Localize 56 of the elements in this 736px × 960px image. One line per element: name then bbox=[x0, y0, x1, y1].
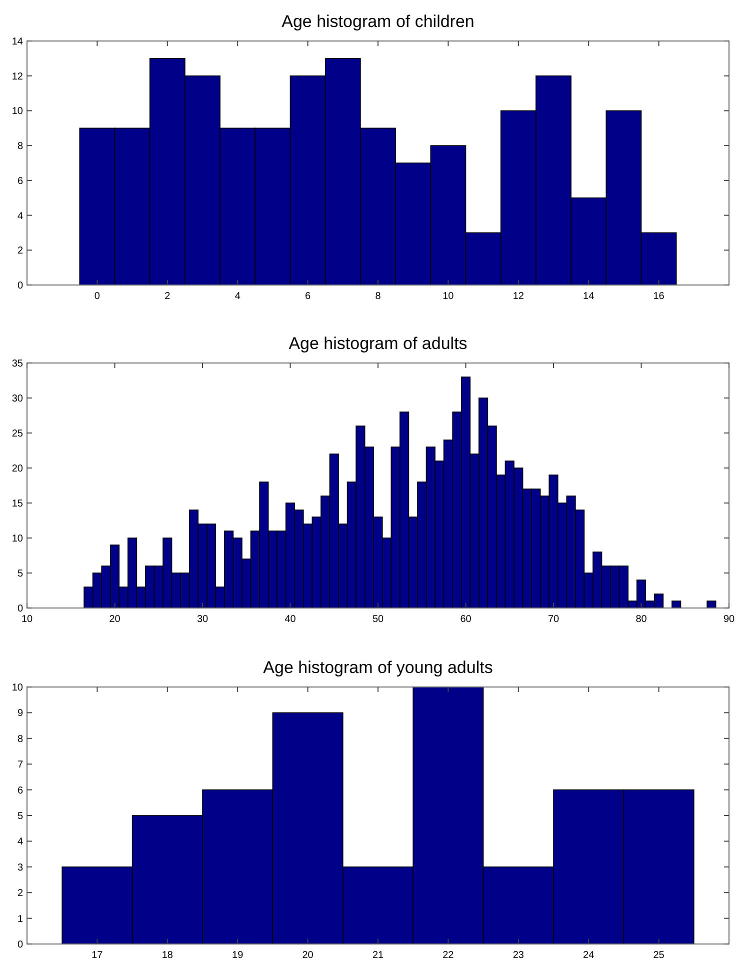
x-tick-label: 20 bbox=[302, 950, 314, 960]
x-tick-label: 50 bbox=[372, 614, 384, 625]
chart-title: Age histogram of children bbox=[282, 12, 474, 31]
x-tick-label: 70 bbox=[548, 614, 560, 625]
x-tick-label: 21 bbox=[372, 950, 384, 960]
x-tick-label: 22 bbox=[442, 950, 454, 960]
y-tick-label: 5 bbox=[17, 568, 24, 580]
y-tick-label: 2 bbox=[17, 888, 24, 900]
y-tick-label: 1 bbox=[17, 914, 24, 925]
x-tick-label: 14 bbox=[583, 291, 595, 302]
x-tick-label: 0 bbox=[94, 291, 100, 302]
y-tick-label: 30 bbox=[12, 394, 24, 404]
x-tick-label: 25 bbox=[653, 950, 665, 960]
x-tick-label: 17 bbox=[92, 950, 104, 960]
y-tick-label: 0 bbox=[17, 280, 24, 292]
y-tick-label: 3 bbox=[17, 862, 24, 874]
chart-title: Age histogram of adults bbox=[288, 334, 468, 353]
y-tick-label: 4 bbox=[17, 210, 24, 222]
x-tick-label: 18 bbox=[162, 950, 174, 960]
x-tick-label: 6 bbox=[305, 291, 312, 302]
y-tick-label: 2 bbox=[17, 246, 24, 257]
x-tick-label: 2 bbox=[164, 291, 171, 302]
x-tick-label: 40 bbox=[284, 614, 296, 625]
x-tick-label: 23 bbox=[512, 950, 524, 960]
y-tick-label: 10 bbox=[12, 682, 24, 694]
x-tick-label: 16 bbox=[653, 291, 665, 302]
y-tick-label: 6 bbox=[17, 785, 24, 796]
x-tick-label: 4 bbox=[234, 291, 241, 302]
y-tick-label: 12 bbox=[12, 71, 24, 82]
y-tick-label: 25 bbox=[12, 428, 24, 440]
y-tick-label: 14 bbox=[12, 36, 24, 48]
x-tick-label: 8 bbox=[375, 291, 382, 302]
x-tick-label: 90 bbox=[723, 614, 735, 625]
y-tick-label: 10 bbox=[12, 534, 24, 544]
x-tick-label: 20 bbox=[109, 614, 121, 625]
y-tick-label: 20 bbox=[12, 464, 24, 474]
x-tick-label: 10 bbox=[442, 291, 454, 302]
y-tick-label: 0 bbox=[17, 940, 24, 950]
y-tick-label: 6 bbox=[17, 176, 24, 187]
x-tick-label: 12 bbox=[512, 291, 524, 302]
y-tick-label: 4 bbox=[17, 836, 24, 848]
x-tick-label: 24 bbox=[583, 950, 595, 960]
y-tick-label: 0 bbox=[17, 604, 24, 614]
x-tick-label: 60 bbox=[460, 614, 472, 625]
y-tick-label: 35 bbox=[12, 358, 24, 370]
y-tick-label: 8 bbox=[17, 734, 24, 745]
y-tick-label: 5 bbox=[17, 811, 24, 822]
x-tick-label: 80 bbox=[636, 614, 648, 625]
x-tick-label: 30 bbox=[196, 614, 208, 625]
y-tick-label: 8 bbox=[17, 141, 24, 152]
y-tick-label: 9 bbox=[17, 708, 24, 720]
x-tick-label: 19 bbox=[232, 950, 244, 960]
y-tick-label: 7 bbox=[17, 760, 24, 771]
y-tick-label: 15 bbox=[12, 498, 24, 510]
chart-title: Age histogram of young adults bbox=[263, 658, 493, 677]
y-tick-label: 10 bbox=[12, 106, 24, 118]
